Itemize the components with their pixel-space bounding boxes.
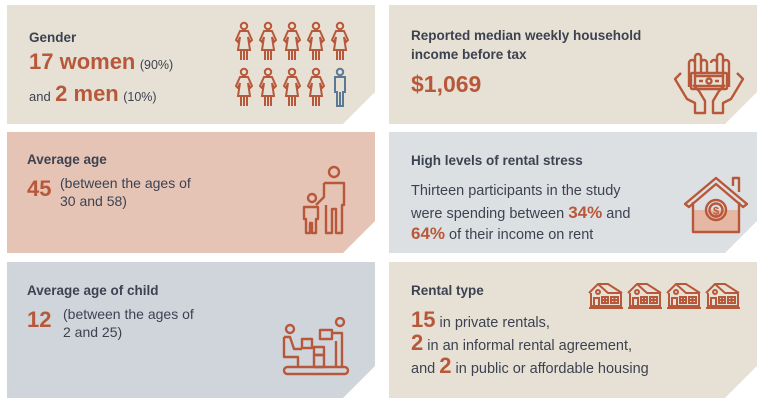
people-icons: [232, 20, 357, 110]
men-count: 2 men: [55, 81, 119, 106]
house-dollar-icon: $: [681, 174, 751, 236]
child-age-value: 12: [27, 307, 52, 332]
child-age-range-1: (between the ages of: [63, 306, 194, 322]
women-line: 17 women (90%): [29, 49, 173, 75]
age-range-2: 30 and 58): [60, 193, 127, 209]
stress-card: High levels of rental stress Thirteen pa…: [389, 132, 757, 253]
rental-line-2: 2 in an informal rental agreement,: [411, 330, 632, 356]
rental-line-1: 15 in private rentals,: [411, 307, 550, 333]
rental-card: Rental type 15 in private rentals, 2 in: [389, 262, 757, 398]
stress-line-1: Thirteen participants in the study: [411, 183, 621, 199]
stress-pct-low: 34%: [568, 203, 603, 222]
child-age-range-2: 2 and 25): [63, 324, 123, 340]
rental-line-3: and 2 in public or affordable housing: [411, 353, 649, 379]
rental-title: Rental type: [411, 283, 484, 298]
age-card: Average age 45 (between the ages of 30 a…: [7, 132, 375, 253]
parent-child-icon: [300, 165, 350, 235]
women-count: 17 women: [29, 49, 136, 74]
rental-and-text: and: [411, 361, 440, 377]
income-title-1: Reported median weekly household: [411, 28, 642, 43]
income-title-2: income before tax: [411, 47, 527, 62]
rental-private-count: 15: [411, 307, 436, 332]
rental-private-text: in private rentals,: [435, 315, 550, 331]
age-title: Average age: [27, 152, 107, 167]
age-range-1: (between the ages of: [60, 175, 191, 191]
age-value: 45: [27, 176, 52, 201]
parent-child-play-icon: [280, 317, 350, 377]
gender-title: Gender: [29, 30, 77, 45]
and-text: and: [29, 89, 51, 104]
svg-text:$: $: [713, 206, 719, 218]
income-card: Reported median weekly household income …: [389, 5, 757, 124]
stress-pct-high: 64%: [411, 224, 446, 243]
men-pct: (10%): [123, 90, 157, 104]
stress-title: High levels of rental stress: [411, 153, 583, 168]
men-line: and 2 men (10%): [29, 81, 157, 107]
stress-line-2: were spending between 34% and: [411, 203, 630, 223]
rental-informal-count: 2: [411, 330, 424, 355]
stress-line-2-post: and: [602, 206, 631, 222]
hands-money-icon: [671, 51, 747, 115]
house-icons: [587, 280, 747, 310]
income-value: $1,069: [411, 71, 482, 97]
rental-public-count: 2: [439, 353, 452, 378]
stress-line-3-post: of their income on rent: [445, 227, 594, 243]
child-age-card: Average age of child 12 (between the age…: [7, 262, 375, 398]
stress-line-2-pre: were spending between: [411, 206, 569, 222]
stress-line-3: 64% of their income on rent: [411, 224, 593, 244]
rental-informal-text: in an informal rental agreement,: [423, 338, 632, 354]
women-pct: (90%): [139, 58, 174, 72]
rental-public-text: in public or affordable housing: [451, 361, 649, 377]
child-age-title: Average age of child: [27, 283, 159, 298]
gender-card: Gender 17 women (90%) and 2 men (10%): [7, 5, 375, 124]
